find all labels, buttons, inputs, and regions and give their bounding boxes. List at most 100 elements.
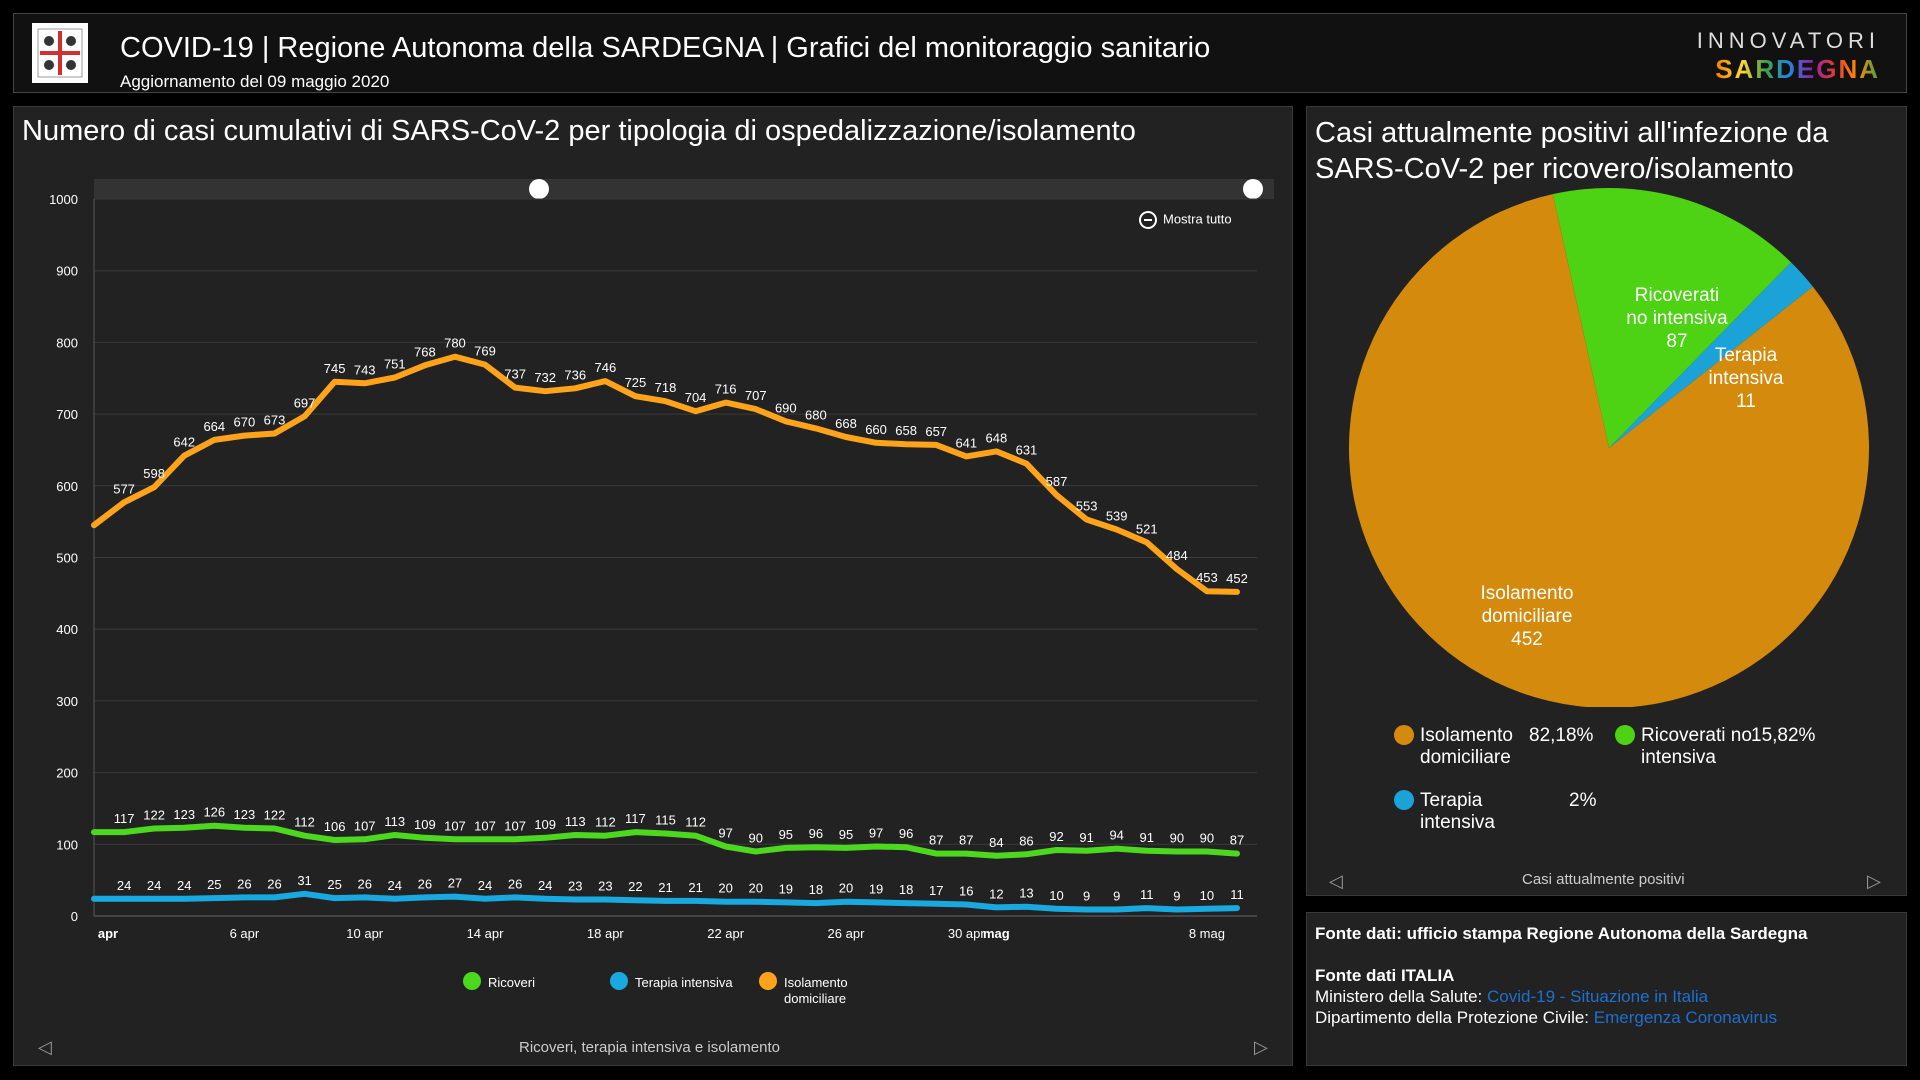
zoom-reset-button[interactable]: Mostra tutto xyxy=(1139,211,1232,229)
data-label-isolamento: 668 xyxy=(835,416,857,431)
data-label-ricoveri: 96 xyxy=(809,826,823,841)
data-label-ricoveri: 97 xyxy=(718,825,732,840)
pie-slice-label-isolamento: domiciliare xyxy=(1482,606,1573,627)
legend-label-isolamento[interactable]: Isolamento domiciliare xyxy=(784,975,848,1006)
source-line-protezione: Dipartimento della Protezione Civile: Em… xyxy=(1315,1007,1898,1028)
data-label-isolamento: 690 xyxy=(775,400,797,415)
legend-label-terapia[interactable]: Terapia intensiva xyxy=(635,975,733,990)
data-label-isolamento: 453 xyxy=(1196,570,1218,585)
data-label-terapia: 19 xyxy=(869,881,883,896)
y-tick-label: 900 xyxy=(56,264,78,279)
data-label-terapia: 19 xyxy=(779,881,793,896)
data-label-isolamento: 521 xyxy=(1136,521,1158,536)
data-label-ricoveri: 107 xyxy=(354,818,376,833)
data-label-terapia: 20 xyxy=(749,881,763,896)
pie-legend-label-ricoveri[interactable]: Ricoverati no intensiva xyxy=(1641,725,1752,768)
data-label-ricoveri: 109 xyxy=(414,817,436,832)
range-slider-handle-start[interactable] xyxy=(529,179,549,199)
pie-legend-pct-terapia: 2% xyxy=(1569,790,1597,811)
data-label-ricoveri: 112 xyxy=(595,815,616,830)
x-tick-label: apr xyxy=(98,926,118,941)
pie-slice-terapia[interactable] xyxy=(1609,262,1813,448)
data-label-ricoveri: 109 xyxy=(534,817,556,832)
data-label-terapia: 9 xyxy=(1113,889,1120,904)
data-label-terapia: 12 xyxy=(989,886,1003,901)
data-label-terapia: 18 xyxy=(899,882,913,897)
data-label-ricoveri: 122 xyxy=(143,808,165,823)
line-chart: 0 100 200 300 400 500 600 700 800 900 1000 apr 6 apr… xyxy=(49,179,1274,941)
data-label-isolamento: 746 xyxy=(594,360,616,375)
chart-nav-label: Ricoveri, terapia intensiva e isolamento xyxy=(519,1039,780,1056)
ministero-label: Ministero della Salute: xyxy=(1315,987,1483,1006)
y-tick-label: 700 xyxy=(56,407,78,422)
zoom-reset-label: Mostra tutto xyxy=(1163,211,1232,227)
y-tick-label: 500 xyxy=(56,551,78,566)
legend-dot-isolamento[interactable] xyxy=(759,972,777,990)
series-line-terapia[interactable] xyxy=(91,890,1240,913)
legend-dot-terapia[interactable] xyxy=(610,972,628,990)
data-label-ricoveri: 123 xyxy=(234,807,256,822)
data-label-terapia: 17 xyxy=(929,883,943,898)
pie-nav-label: Casi attualmente positivi xyxy=(1522,871,1685,888)
protezione-link[interactable]: Emergenza Coronavirus xyxy=(1593,1008,1778,1027)
range-slider-track[interactable] xyxy=(94,179,1274,199)
data-label-isolamento: 587 xyxy=(1046,474,1068,489)
y-tick-label: 800 xyxy=(56,335,78,350)
data-label-terapia: 31 xyxy=(297,873,311,888)
pie-legend-dot-ricoveri[interactable] xyxy=(1615,725,1635,745)
range-slider-handle-end[interactable] xyxy=(1243,179,1263,199)
x-tick-label: 22 apr xyxy=(707,926,745,941)
data-label-ricoveri: 91 xyxy=(1140,830,1154,845)
series-line-isolamento[interactable] xyxy=(91,353,1240,595)
data-label-isolamento: 680 xyxy=(805,407,827,422)
data-label-isolamento: 658 xyxy=(895,423,917,438)
pie-next-arrow[interactable]: ▷ xyxy=(1867,871,1881,891)
data-label-isolamento: 642 xyxy=(173,435,195,450)
data-label-terapia: 11 xyxy=(1230,887,1244,902)
data-label-isolamento: 641 xyxy=(955,435,977,450)
series-line-ricoveri[interactable] xyxy=(91,822,1240,859)
pie-legend-dot-isolamento[interactable] xyxy=(1394,725,1414,745)
pie-legend-dot-terapia[interactable] xyxy=(1394,790,1414,810)
data-label-isolamento: 670 xyxy=(234,415,256,430)
data-label-isolamento: 553 xyxy=(1076,498,1098,513)
y-tick-label: 1000 xyxy=(49,192,78,207)
data-label-isolamento: 577 xyxy=(113,481,135,496)
pie-slice-label-isolamento: 452 xyxy=(1511,629,1543,650)
data-label-terapia: 21 xyxy=(658,880,672,895)
data-label-terapia: 24 xyxy=(147,878,161,893)
data-label-ricoveri: 115 xyxy=(655,813,676,828)
data-label-terapia: 11 xyxy=(1140,887,1154,902)
data-label-terapia: 24 xyxy=(478,878,492,893)
page-title: COVID-19 | Regione Autonoma della SARDEG… xyxy=(120,32,1211,64)
chart-next-arrow[interactable]: ▷ xyxy=(1254,1037,1268,1057)
data-label-ricoveri: 112 xyxy=(685,815,706,830)
data-label-ricoveri: 117 xyxy=(625,811,646,826)
pie-legend-label-terapia[interactable]: Terapia intensiva xyxy=(1420,790,1495,833)
ministero-link[interactable]: Covid-19 - Situazione in Italia xyxy=(1487,987,1709,1006)
pie-prev-arrow[interactable]: ◁ xyxy=(1329,871,1343,891)
data-label-isolamento: 751 xyxy=(384,357,406,372)
data-label-ricoveri: 90 xyxy=(749,830,763,845)
data-label-terapia: 10 xyxy=(1049,888,1063,903)
pie-legend-label-isolamento[interactable]: Isolamento domiciliare xyxy=(1420,725,1513,768)
data-label-isolamento: 732 xyxy=(534,370,556,385)
data-label-terapia: 21 xyxy=(688,880,702,895)
x-tick-label: 8 mag xyxy=(1189,926,1225,941)
pie-slice-ricoveri[interactable] xyxy=(1552,188,1792,448)
pie-slice-isolamento[interactable] xyxy=(1349,194,1869,707)
legend-label-ricoveri[interactable]: Ricoveri xyxy=(488,975,535,990)
update-date: Aggiornamento del 09 maggio 2020 xyxy=(120,72,390,91)
data-label-isolamento: 768 xyxy=(414,344,436,359)
data-label-ricoveri: 95 xyxy=(779,827,793,842)
pie-slice-label-terapia: intensiva xyxy=(1709,368,1784,389)
source-panel: Fonte dati: ufficio stampa Regione Auton… xyxy=(1306,912,1907,1066)
chart-prev-arrow[interactable]: ◁ xyxy=(38,1037,52,1057)
data-label-ricoveri: 126 xyxy=(203,805,225,820)
data-label-terapia: 24 xyxy=(538,878,552,893)
brand-bottom: SARDEGNA xyxy=(1697,54,1880,85)
data-label-isolamento: 743 xyxy=(354,362,376,377)
legend-dot-ricoveri[interactable] xyxy=(463,972,481,990)
x-tick-label: 30 apr xyxy=(948,926,986,941)
data-label-isolamento: 631 xyxy=(1016,443,1038,458)
